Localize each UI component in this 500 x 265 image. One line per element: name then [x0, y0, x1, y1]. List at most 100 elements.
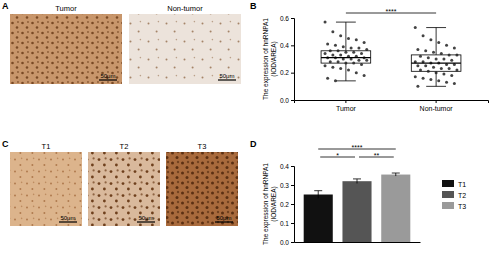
scale-bar: [215, 221, 233, 222]
data-point: [326, 42, 329, 45]
scale-bar: [99, 79, 117, 80]
data-point: [440, 67, 443, 70]
tick-mark: [291, 185, 294, 186]
y-axis: 0.00.10.20.30.4: [280, 163, 295, 246]
data-point: [414, 26, 417, 29]
significance-label: **: [374, 152, 380, 159]
scale-bar-label: 50μm: [60, 215, 75, 221]
tick-mark: [436, 100, 437, 103]
error-cap: [392, 173, 400, 174]
data-point: [437, 41, 440, 44]
data-point: [455, 53, 458, 56]
panel-label: A: [2, 1, 9, 11]
data-point: [326, 77, 329, 80]
chart: 0.00.20.40.6The expression of hnRNPA1(IO…: [262, 8, 489, 112]
tick: Non-tumor: [420, 100, 454, 112]
tick-label: Non-tumor: [420, 105, 454, 112]
data-point: [427, 70, 430, 73]
data-point: [455, 68, 458, 71]
data-point: [344, 62, 347, 65]
data-point: [442, 73, 445, 76]
tick-label: Tumor: [336, 105, 357, 112]
data-point: [442, 58, 445, 61]
data-point: [424, 49, 427, 52]
data-point: [331, 53, 334, 56]
image-title: T1: [42, 142, 51, 151]
tick: 0.1: [280, 220, 294, 227]
box: [411, 55, 461, 71]
data-point: [350, 47, 353, 50]
data-point: [347, 68, 350, 71]
axis-line: [291, 19, 295, 101]
axis-line: [295, 242, 421, 243]
micrograph: [129, 14, 241, 84]
image-title: Non-tumor: [167, 4, 203, 13]
data-point: [334, 79, 337, 82]
tick-label: 0.2: [280, 69, 289, 76]
data-point: [357, 47, 360, 50]
data-point: [422, 34, 425, 37]
panel-label: D: [250, 139, 257, 149]
data-point: [450, 74, 453, 77]
tick-mark: [291, 73, 294, 74]
tick: 0.4: [280, 42, 294, 49]
data-point: [334, 44, 337, 47]
data-point: [419, 68, 422, 71]
tick-mark: [291, 204, 294, 205]
tick-label: 0.4: [280, 42, 289, 49]
data-point: [357, 59, 360, 62]
data-point: [435, 58, 438, 61]
data-point: [360, 63, 363, 66]
tick: Tumor: [336, 100, 357, 112]
whisker: [345, 22, 346, 51]
tick-mark: [345, 100, 346, 103]
data-point: [440, 52, 443, 55]
tick-mark: [291, 100, 294, 101]
figure: ABCDTumor50μmNon-tumor50μmT150μmT250μmT3…: [0, 0, 500, 265]
data-point: [432, 66, 435, 69]
data-point: [365, 48, 368, 51]
error-cap: [314, 190, 322, 191]
box: [321, 51, 371, 63]
plot-area: [304, 173, 411, 242]
data-point: [363, 74, 366, 77]
y-axis: 0.00.20.40.6: [280, 15, 295, 104]
plot-area: [321, 21, 461, 88]
micrograph: [10, 14, 122, 84]
tick-mark: [291, 223, 294, 224]
axis-title: (IOD/AREA): [270, 41, 278, 76]
error-bar: [395, 173, 396, 176]
data-point: [429, 38, 432, 41]
data-point: [344, 51, 347, 54]
legend: T1T2T3: [442, 180, 466, 210]
data-point: [339, 34, 342, 37]
data-point: [352, 62, 355, 65]
axis-line: [295, 101, 489, 104]
data-point: [352, 51, 355, 54]
tick-mark: [291, 18, 294, 19]
whisker: [436, 28, 437, 55]
data-point: [347, 37, 350, 40]
data-point: [448, 53, 451, 56]
scale-bar: [59, 221, 77, 222]
scale-bar-label: 50μm: [138, 215, 153, 221]
whisker: [436, 71, 437, 86]
micrograph: [10, 152, 82, 226]
data-point: [414, 75, 417, 78]
data-point: [453, 47, 456, 50]
data-point: [416, 64, 419, 67]
data-point: [416, 85, 419, 88]
error-bar: [318, 191, 319, 199]
data-point: [360, 52, 363, 55]
data-point: [437, 79, 440, 82]
legend-label: T2: [458, 192, 466, 199]
significance-label: *: [336, 152, 339, 159]
whisker-cap: [336, 22, 356, 23]
data-point: [429, 78, 432, 81]
bar: [304, 195, 333, 243]
bar: [381, 175, 410, 242]
tick: 0.3: [280, 182, 294, 189]
data-point: [445, 81, 448, 84]
whisker-cap: [426, 86, 446, 87]
tick-label: 0.0: [280, 97, 289, 104]
